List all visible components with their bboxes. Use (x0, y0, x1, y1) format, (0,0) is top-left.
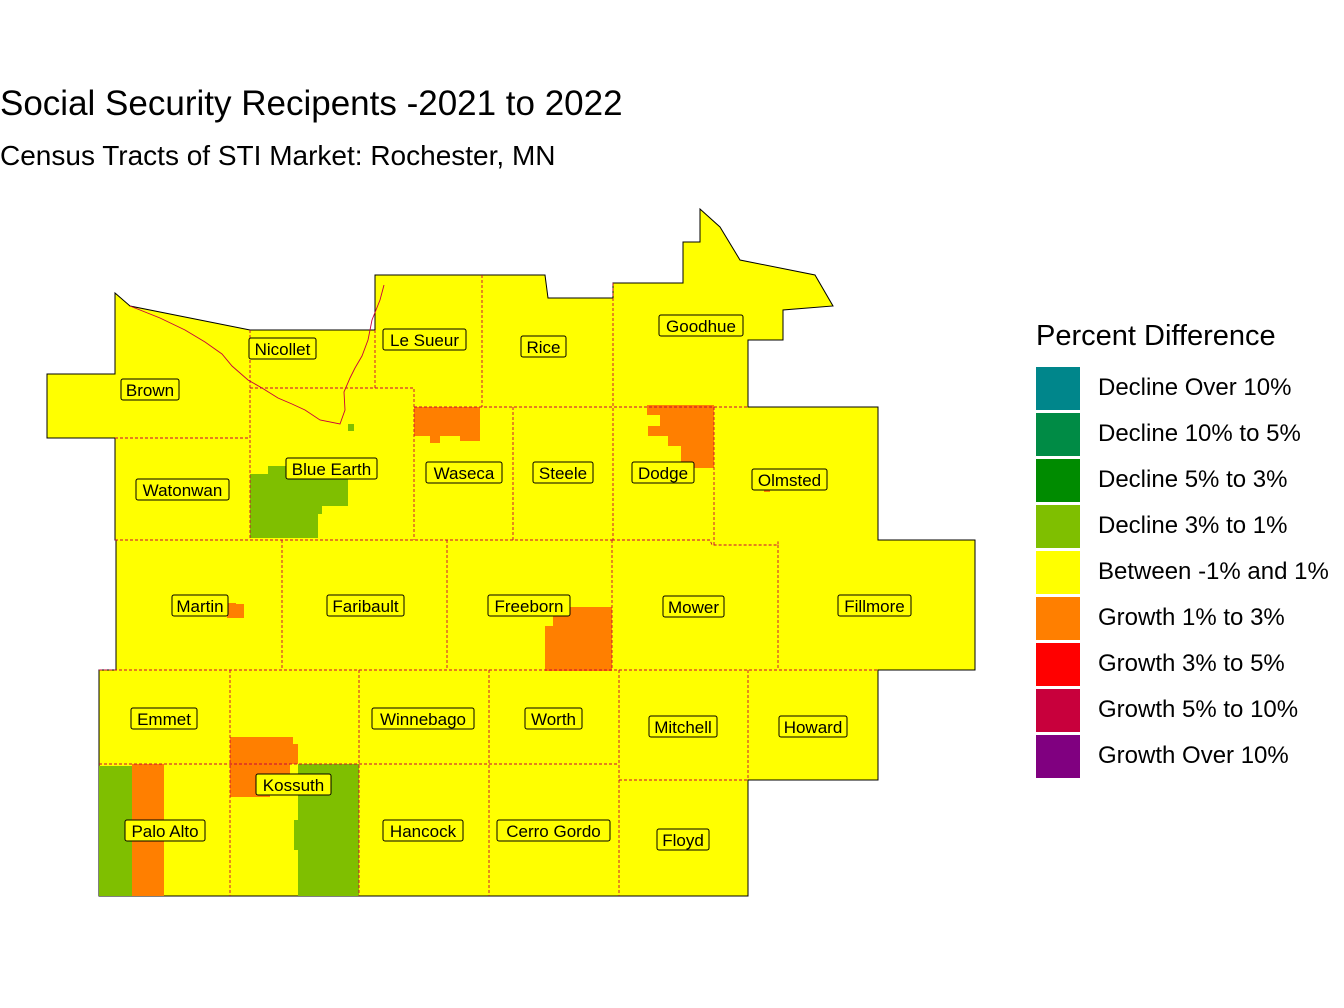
svg-text:Dodge: Dodge (638, 464, 688, 483)
svg-text:Steele: Steele (539, 464, 587, 483)
legend-swatch (1036, 689, 1080, 732)
svg-text:Nicollet: Nicollet (255, 340, 311, 359)
county-label-brown: Brown (120, 378, 180, 401)
county-label-martin: Martin (171, 594, 229, 617)
choropleth-map: Nicollet Le Sueur Rice Goodhue Brown Blu… (46, 207, 976, 897)
legend-swatch (1036, 413, 1080, 456)
legend-label: Decline 3% to 1% (1098, 512, 1288, 539)
svg-text:Freeborn: Freeborn (495, 597, 564, 616)
county-label-mower: Mower (662, 595, 725, 618)
county-label-emmet: Emmet (130, 707, 198, 730)
legend-item: Growth 1% to 3% (1036, 597, 1344, 643)
county-label-cerro-gordo: Cerro Gordo (496, 819, 611, 842)
legend-label: Decline 10% to 5% (1098, 420, 1301, 447)
tract-growth-dodge (647, 405, 714, 476)
county-label-hancock: Hancock (382, 819, 464, 842)
county-label-palo-alto: Palo Alto (124, 819, 206, 842)
legend-label: Growth 5% to 10% (1098, 696, 1299, 723)
svg-text:Palo Alto: Palo Alto (131, 822, 198, 841)
svg-text:Floyd: Floyd (662, 831, 704, 850)
svg-text:Cerro Gordo: Cerro Gordo (506, 822, 600, 841)
svg-text:Martin: Martin (176, 597, 223, 616)
svg-text:Worth: Worth (531, 710, 576, 729)
map-subtitle: Census Tracts of STI Market: Rochester, … (0, 140, 556, 171)
svg-text:Hancock: Hancock (390, 822, 457, 841)
svg-text:Mitchell: Mitchell (654, 718, 712, 737)
svg-text:Winnebago: Winnebago (380, 710, 466, 729)
legend: Percent Difference Decline Over 10% Decli… (1036, 320, 1344, 781)
svg-text:Howard: Howard (784, 718, 843, 737)
legend-label: Decline 5% to 3% (1098, 466, 1288, 493)
tract-decline-kossuth (294, 764, 359, 896)
county-label-olmsted: Olmsted (751, 468, 828, 491)
svg-text:Mower: Mower (668, 598, 719, 617)
legend-swatch (1036, 597, 1080, 640)
legend-item: Decline 10% to 5% (1036, 413, 1344, 459)
legend-label: Growth Over 10% (1098, 742, 1289, 769)
legend-item: Decline Over 10% (1036, 367, 1344, 413)
svg-text:Faribault: Faribault (332, 597, 398, 616)
county-label-faribault: Faribault (326, 594, 405, 617)
legend-item: Decline 3% to 1% (1036, 505, 1344, 551)
county-label-goodhue: Goodhue (658, 314, 744, 337)
market-region (46, 207, 976, 897)
county-label-nicollet: Nicollet (248, 337, 317, 360)
county-label-kossuth: Kossuth (255, 773, 332, 796)
tract-decline-nicollet-sliver (348, 424, 354, 431)
tract-decline-blue-earth (250, 466, 348, 538)
tract-growth-freeborn (545, 607, 612, 671)
county-label-winnebago: Winnebago (371, 707, 475, 730)
tract-growth-waseca (414, 407, 480, 443)
county-label-floyd: Floyd (656, 828, 710, 851)
legend-label: Growth 1% to 3% (1098, 604, 1285, 631)
svg-text:Blue Earth: Blue Earth (292, 460, 371, 479)
county-label-fillmore: Fillmore (837, 594, 912, 617)
legend-swatch (1036, 735, 1080, 778)
legend-item: Growth 3% to 5% (1036, 643, 1344, 689)
svg-text:Rice: Rice (526, 338, 560, 357)
map-title: Social Security Recipents -2021 to 2022 (0, 84, 623, 123)
svg-text:Emmet: Emmet (137, 710, 191, 729)
legend-swatch (1036, 367, 1080, 410)
legend-label: Decline Over 10% (1098, 374, 1292, 401)
legend-swatch (1036, 459, 1080, 502)
svg-text:Olmsted: Olmsted (758, 471, 821, 490)
county-label-freeborn: Freeborn (487, 594, 571, 617)
county-label-worth: Worth (524, 707, 583, 730)
legend-label: Between -1% and 1% (1098, 558, 1329, 585)
legend-item: Decline 5% to 3% (1036, 459, 1344, 505)
legend-swatch (1036, 505, 1080, 548)
svg-text:Le Sueur: Le Sueur (390, 331, 459, 350)
county-label-watonwan: Watonwan (135, 478, 230, 501)
legend-item: Between -1% and 1% (1036, 551, 1344, 597)
legend-item: Growth Over 10% (1036, 735, 1344, 781)
county-label-steele: Steele (532, 461, 594, 484)
county-labels: Nicollet Le Sueur Rice Goodhue Brown Blu… (120, 314, 912, 851)
svg-text:Waseca: Waseca (434, 464, 495, 483)
county-label-blue-earth: Blue Earth (285, 457, 378, 480)
legend-label: Growth 3% to 5% (1098, 650, 1285, 677)
legend-title: Percent Difference (1036, 320, 1276, 352)
svg-text:Goodhue: Goodhue (666, 317, 736, 336)
county-label-rice: Rice (520, 335, 567, 358)
svg-text:Fillmore: Fillmore (844, 597, 904, 616)
legend-item: Growth 5% to 10% (1036, 689, 1344, 735)
county-boundaries (99, 275, 878, 896)
svg-text:Kossuth: Kossuth (263, 776, 324, 795)
svg-text:Brown: Brown (126, 381, 174, 400)
county-label-dodge: Dodge (631, 461, 695, 484)
county-label-waseca: Waseca (425, 461, 503, 484)
legend-swatch (1036, 551, 1080, 594)
county-label-le-sueur: Le Sueur (382, 328, 467, 351)
county-label-howard: Howard (778, 715, 848, 738)
svg-text:Watonwan: Watonwan (143, 481, 223, 500)
river-boundary (129, 284, 385, 425)
legend-items: Decline Over 10% Decline 10% to 5% Decline… (1036, 367, 1344, 781)
county-label-mitchell: Mitchell (648, 715, 718, 738)
legend-swatch (1036, 643, 1080, 686)
